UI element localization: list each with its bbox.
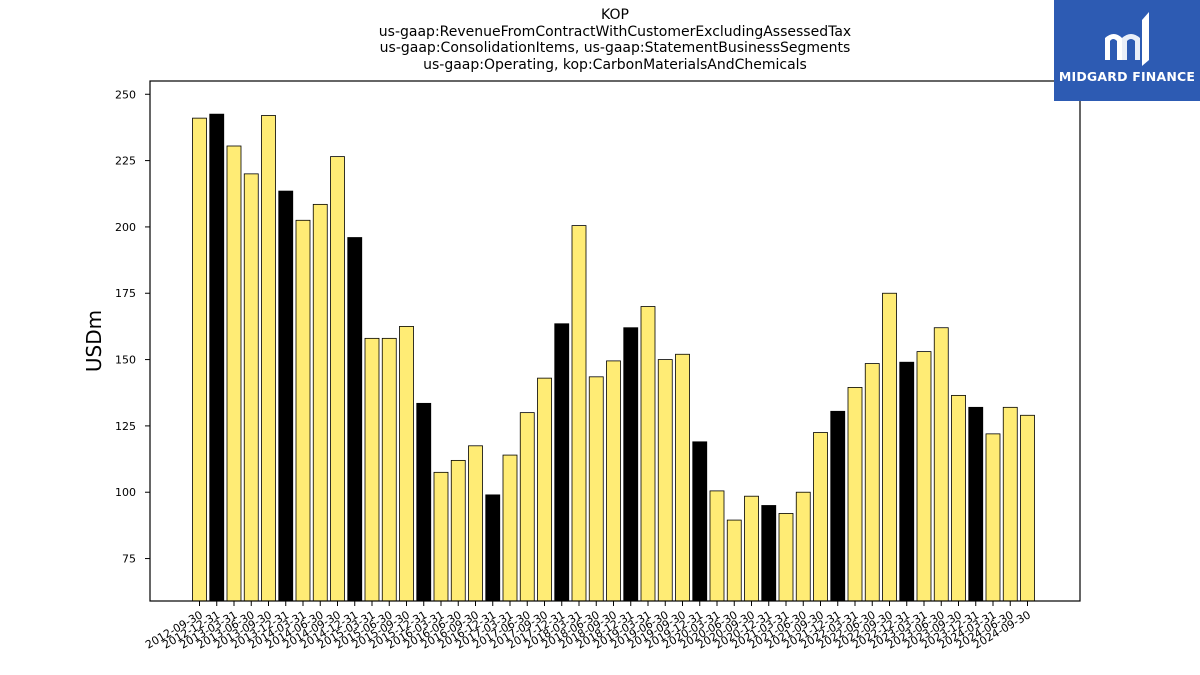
y-tick-label: 250 (115, 88, 136, 101)
bar-2015-06-30 (381, 337, 397, 602)
bar-2017-09-30 (537, 377, 552, 602)
bar-2012-09-30 (192, 117, 207, 602)
bar-2014-06-30 (312, 203, 328, 602)
logo-text: MIDGARD FINANCE (1058, 69, 1196, 84)
bar-2013-09-30 (261, 115, 276, 602)
bar-2023-12-31 (968, 406, 984, 602)
bar-2022-09-30 (882, 292, 897, 602)
bar-2015-09-30 (399, 326, 414, 602)
bar-2022-12-31 (899, 361, 915, 602)
bar-2014-03-31 (295, 219, 311, 602)
x-axis: 2012-09-302012-12-312013-03-312013-06-30… (143, 601, 1033, 652)
bar-2021-06-30 (795, 491, 811, 602)
bar-2015-12-31 (416, 402, 432, 602)
bar-2021-09-30 (813, 432, 828, 602)
bar-2019-03-31 (640, 306, 656, 602)
y-tick-label: 225 (115, 155, 136, 168)
bar-2022-06-30 (864, 363, 880, 602)
y-tick-label: 100 (115, 486, 136, 499)
bar-2014-12-31 (347, 237, 363, 602)
y-axis-label: USDm (82, 310, 106, 372)
bar-2016-06-30 (450, 459, 466, 602)
bar-2020-09-30 (744, 495, 759, 602)
bar-2020-03-31 (709, 490, 725, 602)
y-tick-label: 200 (115, 221, 136, 234)
bar-2016-03-31 (433, 471, 449, 602)
bar-2019-12-31 (692, 441, 708, 602)
midgard-finance-logo: MIDGARD FINANCE (1054, 0, 1200, 101)
bar-2016-09-30 (468, 445, 483, 602)
bar-2023-03-31 (916, 351, 932, 602)
bar-2022-03-31 (847, 387, 863, 602)
chart-subtitle-line-3: us-gaap:Operating, kop:CarbonMaterialsAn… (423, 56, 807, 73)
bar-2015-03-31 (364, 337, 380, 602)
bar-2017-06-30 (519, 412, 535, 602)
bar-2024-06-30 (1002, 406, 1018, 602)
bar-2019-09-30 (675, 353, 690, 602)
bar-2023-09-30 (951, 394, 966, 602)
chart-title-block: KOP us-gaap:RevenueFromContractWithCusto… (150, 7, 1080, 73)
bar-2017-03-31 (502, 454, 518, 602)
bar-2014-09-30 (330, 156, 345, 602)
chart-subtitle-line-2: us-gaap:ConsolidationItems, us-gaap:Stat… (379, 40, 851, 56)
bar-2013-03-31 (226, 145, 242, 602)
bar-2012-12-31 (209, 113, 225, 602)
bar-2019-06-30 (657, 359, 673, 602)
bar-2020-12-31 (761, 505, 777, 602)
bar-2018-03-31 (571, 225, 587, 602)
bar-2021-12-31 (830, 410, 846, 602)
chart-title: KOP (601, 7, 629, 23)
y-tick-label: 75 (122, 553, 136, 566)
bar-2024-09-30 (1020, 414, 1035, 602)
y-tick-label: 150 (115, 354, 136, 367)
bar-2024-03-31 (985, 433, 1001, 602)
logo-mark-icon (1105, 12, 1149, 66)
bar-2016-12-31 (485, 494, 501, 602)
bar-2020-06-30 (726, 519, 742, 602)
bar-2013-06-30 (243, 173, 259, 602)
bar-2021-03-31 (778, 513, 794, 602)
plot-area-frame (149, 80, 1081, 602)
bar-2013-12-31 (278, 190, 294, 602)
bar-2023-06-30 (933, 327, 949, 602)
y-axis: 75 100 125 150 175 200 225 250 (115, 88, 150, 566)
y-tick-label: 175 (115, 287, 136, 300)
bar-2018-12-31 (623, 327, 639, 602)
chart-subtitle-line-1: us-gaap:RevenueFromContractWithCustomerE… (378, 23, 852, 40)
bar-2018-09-30 (606, 360, 621, 602)
bar-2018-06-30 (588, 376, 604, 602)
bar-2017-12-31 (554, 323, 570, 602)
bars-group (192, 113, 1035, 602)
y-tick-label: 125 (115, 420, 136, 433)
